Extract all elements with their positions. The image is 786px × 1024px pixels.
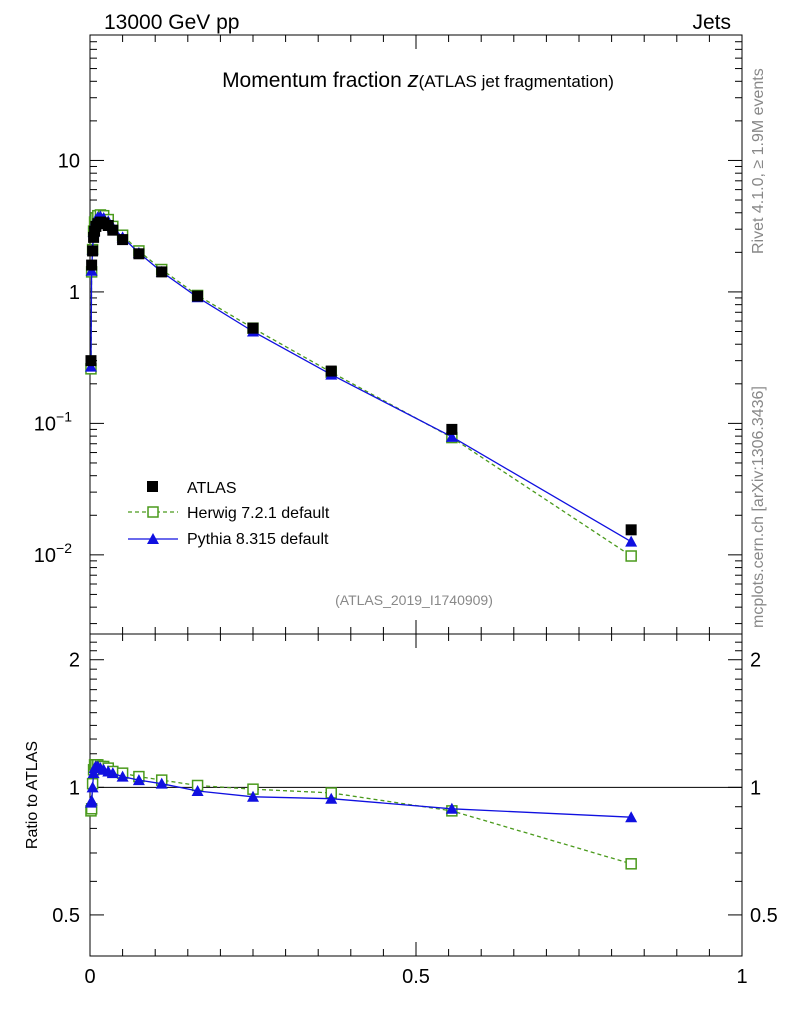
data-series [84, 209, 638, 870]
data-point-herwig [625, 550, 637, 562]
mcplots-label: mcplots.cern.ch [arXiv:1306.3436] [750, 386, 767, 628]
ratio-point-pythia [132, 774, 145, 786]
ratio-point-pythia [85, 794, 98, 806]
ratio-point-pythia [191, 785, 204, 797]
legend-marker-pythia [147, 533, 159, 544]
energy-label: 13000 GeV pp [104, 11, 239, 34]
y-tick-exponent: −1 [56, 408, 72, 424]
ratio-point-pythia [325, 792, 338, 804]
ratio-point-pythia [247, 790, 259, 802]
y-tick-label: 10 [58, 150, 80, 172]
legend: ATLAS Herwig 7.2.1 default Pythia 8.315 … [128, 480, 330, 548]
ratio-point-pythia [116, 770, 129, 782]
x-tick-label: 0.5 [402, 966, 430, 988]
analysis-id-label: (ATLAS_2019_I1740909) [335, 592, 493, 608]
data-point-atlas [247, 322, 259, 334]
data-point-atlas [85, 355, 97, 367]
series-line-pythia [90, 215, 632, 543]
y-tick-exponent: −2 [56, 540, 72, 556]
series-line-herwig [90, 214, 632, 557]
data-point-atlas [88, 231, 100, 243]
y-tick-base: 10 [34, 545, 56, 567]
data-point-atlas [107, 224, 119, 236]
legend-marker-herwig [147, 506, 159, 518]
ratio-line-pythia [90, 765, 632, 818]
ratio-point-pythia [106, 767, 119, 779]
rivet-version-label: Rivet 4.1.0, ≥ 1.9M events [750, 68, 767, 254]
data-point-atlas [86, 259, 98, 271]
data-point-pythia [445, 430, 458, 442]
data-point-atlas [87, 245, 99, 257]
chart-title: Momentum fraction z(ATLAS jet fragmentat… [222, 67, 614, 92]
data-point-atlas [156, 266, 168, 278]
data-point-atlas [133, 248, 145, 260]
data-point-atlas [192, 290, 204, 302]
process-label: Jets [692, 11, 731, 34]
ratio-y-tick-label-right: 1 [750, 777, 761, 799]
ratio-point-pythia [445, 802, 458, 814]
ratio-point-pythia [625, 811, 638, 823]
ratio-point-herwig [625, 858, 637, 870]
ratio-point-pythia [86, 781, 99, 793]
y-tick-label: 1 [69, 282, 80, 304]
ratio-y-tick-label: 2 [69, 650, 80, 672]
ratio-point-pythia [155, 777, 168, 789]
legend-marker-atlas [147, 481, 158, 492]
ratio-axis-label: Ratio to ATLAS [24, 741, 41, 849]
data-point-pythia [84, 360, 97, 372]
data-point-atlas [325, 365, 337, 377]
legend-label-pythia: Pythia 8.315 default [187, 531, 329, 548]
x-tick-label: 0 [84, 966, 95, 988]
ratio-y-tick-label-right: 0.5 [750, 905, 778, 927]
chart-title-variable: z [407, 67, 419, 92]
y-tick-label: 10−2 [34, 540, 72, 567]
ratio-line-herwig [90, 764, 632, 865]
chart-title-sub: (ATLAS jet fragmentation) [419, 72, 614, 91]
y-tick-base: 1 [69, 282, 80, 304]
x-tick-label: 1 [736, 966, 747, 988]
ratio-plot-frame [89, 633, 743, 957]
legend-label-atlas: ATLAS [187, 480, 237, 497]
data-point-atlas [625, 524, 637, 536]
chart-title-main: Momentum fraction [222, 69, 408, 92]
data-point-atlas [446, 423, 458, 435]
ratio-y-tick-label: 1 [69, 777, 80, 799]
data-point-atlas [117, 234, 129, 246]
data-point-pythia [625, 535, 638, 547]
y-tick-base: 10 [34, 413, 56, 435]
ratio-y-tick-label: 0.5 [52, 905, 80, 927]
ratio-y-tick-label-right: 2 [750, 650, 761, 672]
y-tick-base: 10 [58, 150, 80, 172]
legend-label-herwig: Herwig 7.2.1 default [187, 505, 330, 522]
y-tick-label: 10−1 [34, 408, 72, 435]
